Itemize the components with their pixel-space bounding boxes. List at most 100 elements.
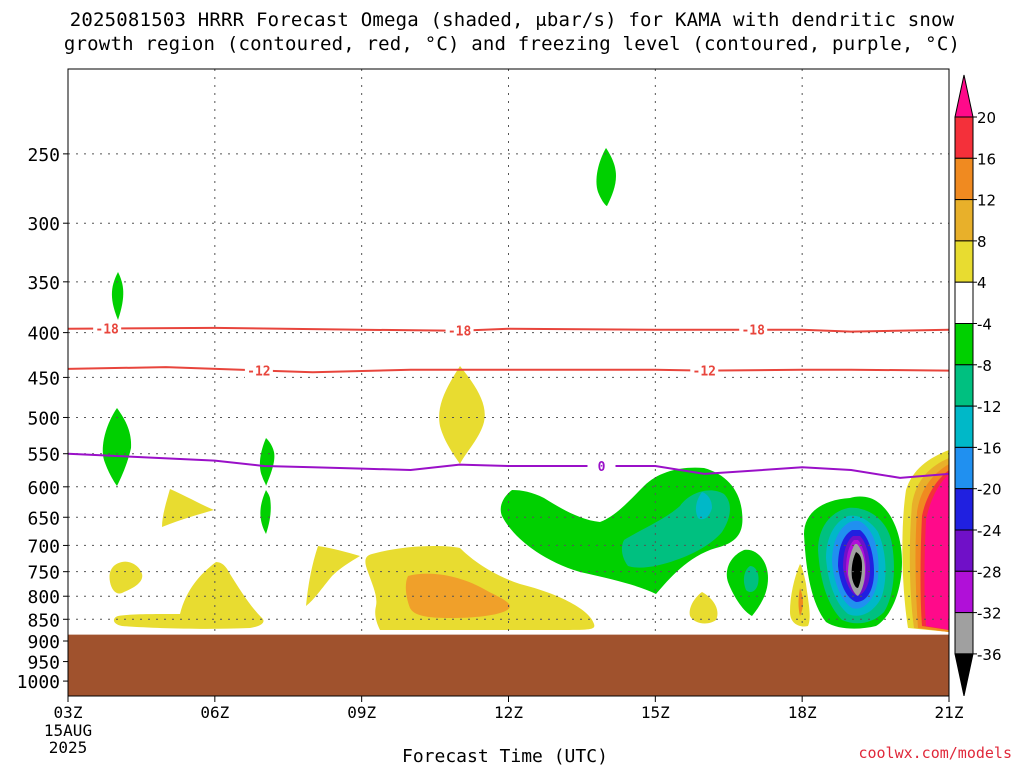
contour-lines: -18 -18 -18 -12 -12 0 <box>68 320 949 479</box>
omega-shade-yellow-4 <box>306 546 360 606</box>
contour-label-background <box>445 322 474 339</box>
colorbar-segment <box>954 570 974 614</box>
title-line-2: growth region (contoured, red, °C) and f… <box>63 33 961 55</box>
x-tick-label: 18Z <box>788 703 817 722</box>
x-start-date-label: 2025 <box>49 738 88 757</box>
colorbar-top-arrow <box>954 74 974 118</box>
contour-label: -12 <box>247 364 270 379</box>
omega-shade-green-2 <box>102 408 132 486</box>
y-tick-label: 1000 <box>17 672 60 693</box>
gridlines <box>68 69 949 696</box>
colorbar-segment <box>954 116 974 159</box>
x-tick-label: 21Z <box>935 703 964 722</box>
contour-label-background <box>690 362 719 379</box>
omega-shade-yellow-1 <box>439 366 485 464</box>
colorbar-label: -28 <box>977 563 1002 581</box>
colorbar-segment <box>954 488 974 531</box>
omega-shade-green-3 <box>596 148 616 206</box>
omega-shade-green-6 <box>500 467 743 594</box>
contour-label: -18 <box>95 323 119 338</box>
y-tick-label: 850 <box>27 610 60 631</box>
colorbar: 20 16 12 8 4 -4 -8 -12 -16 -20 -24 -28 -32 -36 <box>954 74 1002 697</box>
colorbar-label: -32 <box>977 605 1002 623</box>
colorbar-label: 20 <box>977 109 996 127</box>
contour-label-background <box>93 320 122 337</box>
colorbar-label: 12 <box>977 192 996 210</box>
x-axis-title: Forecast Time (UTC) <box>402 746 608 767</box>
colorbar-segment <box>954 405 974 448</box>
contour-line-0 <box>68 452 949 479</box>
contour-line-minus12 <box>68 366 949 374</box>
x-tick-label: 09Z <box>347 703 376 722</box>
colorbar-segment <box>954 364 974 407</box>
y-tick-label: 450 <box>27 368 60 389</box>
colorbar-label: -8 <box>977 357 992 375</box>
colorbar-label: -20 <box>977 481 1002 499</box>
colorbar-segment <box>954 612 974 655</box>
colorbar-label: -12 <box>977 398 1002 416</box>
y-tick-label: 600 <box>27 478 60 499</box>
colorbar-label: -4 <box>977 316 992 334</box>
omega-shade-yellow-3 <box>109 561 143 594</box>
colorbar-segment <box>954 529 974 572</box>
colorbar-segment <box>954 281 974 325</box>
colorbar-label: 16 <box>977 150 996 168</box>
y-tick-label: 300 <box>27 214 60 235</box>
omega-shade-green-4 <box>259 438 275 486</box>
contour-line-minus18 <box>68 326 949 333</box>
omega-shade-orange-2 <box>798 588 803 616</box>
ground-below-surface <box>68 634 949 696</box>
omega-shade-yellow-2 <box>162 489 214 527</box>
colorbar-label: -24 <box>977 522 1002 540</box>
omega-shade-cyan-1 <box>695 492 712 520</box>
omega-shade-black-1 <box>851 552 862 588</box>
colorbar-label: 4 <box>977 274 987 292</box>
chart-title: 2025081503 HRRR Forecast Omega (shaded, … <box>0 8 1024 56</box>
colorbar-segment <box>954 199 974 242</box>
colorbar-label: 8 <box>977 233 987 251</box>
colorbar-segment <box>954 446 974 490</box>
x-tick-label: 06Z <box>200 703 229 722</box>
omega-shade-teal-2 <box>743 566 759 592</box>
colorbar-bottom-arrow <box>954 653 974 697</box>
contour-label: 0 <box>598 460 606 475</box>
omega-shade-green-1 <box>111 272 124 320</box>
colorbar-segment <box>954 323 974 366</box>
colorbar-label: -16 <box>977 439 1002 457</box>
colorbar-segment <box>954 157 974 201</box>
y-tick-label: 650 <box>27 508 60 529</box>
colorbar-label: -36 <box>977 646 1002 664</box>
x-tick-label: 03Z <box>54 703 83 722</box>
contour-label-background <box>587 457 616 474</box>
y-tick-label: 750 <box>27 563 60 584</box>
colorbar-segment <box>954 240 974 283</box>
contour-label-background <box>739 321 768 338</box>
y-tick-label: 550 <box>27 445 60 466</box>
contour-label: -18 <box>741 324 765 339</box>
y-tick-label: 500 <box>27 408 60 429</box>
shaded-field <box>102 148 949 632</box>
y-tick-label: 700 <box>27 536 60 557</box>
x-tick-label: 15Z <box>641 703 670 722</box>
y-tick-label: 950 <box>27 653 60 674</box>
x-start-date-label: 15AUG <box>44 721 92 740</box>
contour-label-background <box>244 362 273 379</box>
omega-shade-yellow-5 <box>113 562 264 629</box>
contour-label: -12 <box>693 365 716 380</box>
x-tick-label: 12Z <box>494 703 523 722</box>
title-line-1: 2025081503 HRRR Forecast Omega (shaded, … <box>69 9 955 31</box>
website-credit: coolwx.com/models <box>858 744 1012 762</box>
contour-label: -18 <box>448 325 472 340</box>
y-axis: 2503003504004505005506006507007508008509… <box>17 145 68 693</box>
y-tick-label: 800 <box>27 587 60 608</box>
y-tick-label: 250 <box>27 145 60 166</box>
omega-shade-orange-1 <box>405 573 510 618</box>
omega-shade-yellow-7 <box>689 592 718 624</box>
omega-shade-green-5 <box>260 490 271 534</box>
y-tick-label: 400 <box>27 324 60 345</box>
omega-shade-pink-1 <box>924 474 949 630</box>
y-tick-label: 350 <box>27 273 60 294</box>
y-tick-label: 900 <box>27 632 60 653</box>
